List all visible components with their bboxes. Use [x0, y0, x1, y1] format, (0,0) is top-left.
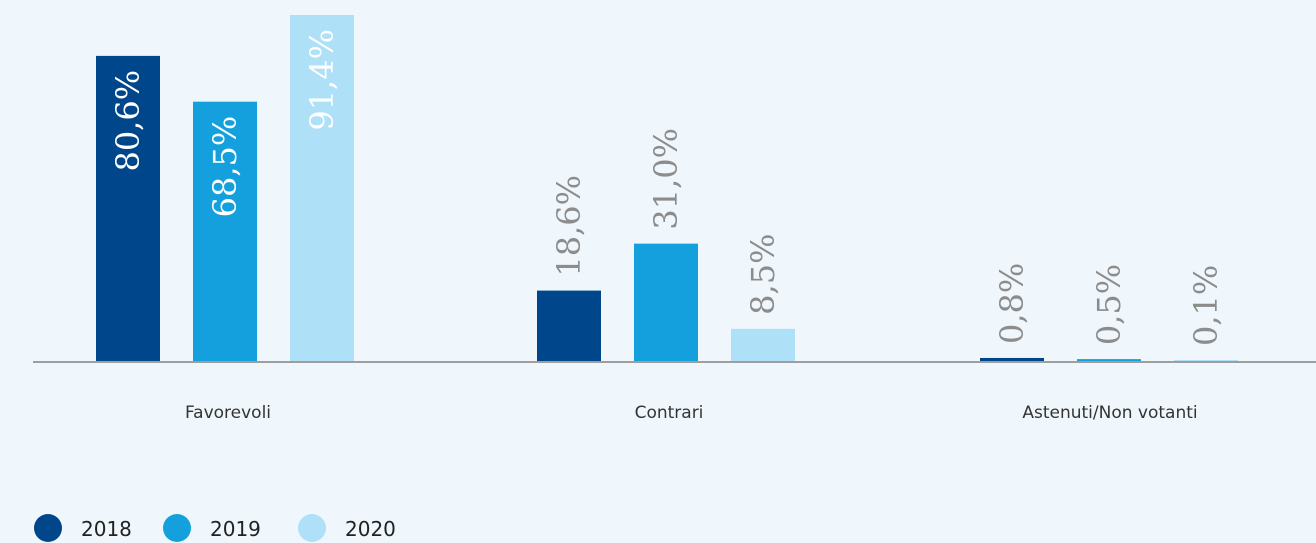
bar-2018-2	[980, 357, 1044, 361]
bar-2020-1	[731, 328, 795, 361]
bar-2020-2	[1174, 360, 1238, 361]
bars-layer	[96, 15, 1238, 362]
value-label-2019-0: 68,5%	[206, 116, 244, 218]
category-label-2: Astenuti/Non votanti	[1022, 403, 1197, 423]
value-label-2018-0: 80,6%	[109, 70, 147, 172]
legend-label-2019: 2019	[210, 517, 261, 541]
legend-item-2020: 2020	[298, 514, 396, 542]
value-label-2020-0: 91,4%	[303, 29, 341, 131]
value-label-2019-1: 31,0%	[647, 128, 685, 230]
legend: 2018 2019 2020	[34, 514, 396, 542]
value-label-2019-2: 0,5%	[1090, 264, 1128, 345]
legend-item-2019: 2019	[163, 514, 261, 542]
bar-2018-0	[96, 55, 160, 361]
legend-label-2020: 2020	[345, 517, 396, 541]
legend-item-2018: 2018	[34, 514, 132, 542]
value-labels-layer: 80,6% 68,5% 91,4% 18,6% 31,0% 8,5% 0,8% 0,5% 0,1…	[109, 29, 1225, 346]
value-label-2020-1: 8,5%	[744, 234, 782, 315]
legend-label-2018: 2018	[81, 517, 132, 541]
category-label-1: Contrari	[635, 403, 704, 423]
bar-2020-0	[290, 15, 354, 361]
bar-2019-0	[193, 101, 257, 362]
value-label-2018-1: 18,6%	[550, 175, 588, 277]
category-labels-layer: Favorevoli Contrari Astenuti/Non votanti	[185, 403, 1198, 423]
legend-swatch-2019	[163, 514, 191, 542]
legend-swatch-2020	[298, 514, 326, 542]
category-label-0: Favorevoli	[185, 403, 271, 423]
bar-2018-1	[537, 290, 601, 361]
value-label-2020-2: 0,1%	[1187, 265, 1225, 346]
legend-swatch-2018	[34, 514, 62, 542]
bar-2019-2	[1077, 359, 1141, 361]
value-label-2018-2: 0,8%	[993, 263, 1031, 344]
bar-2019-1	[634, 243, 698, 361]
